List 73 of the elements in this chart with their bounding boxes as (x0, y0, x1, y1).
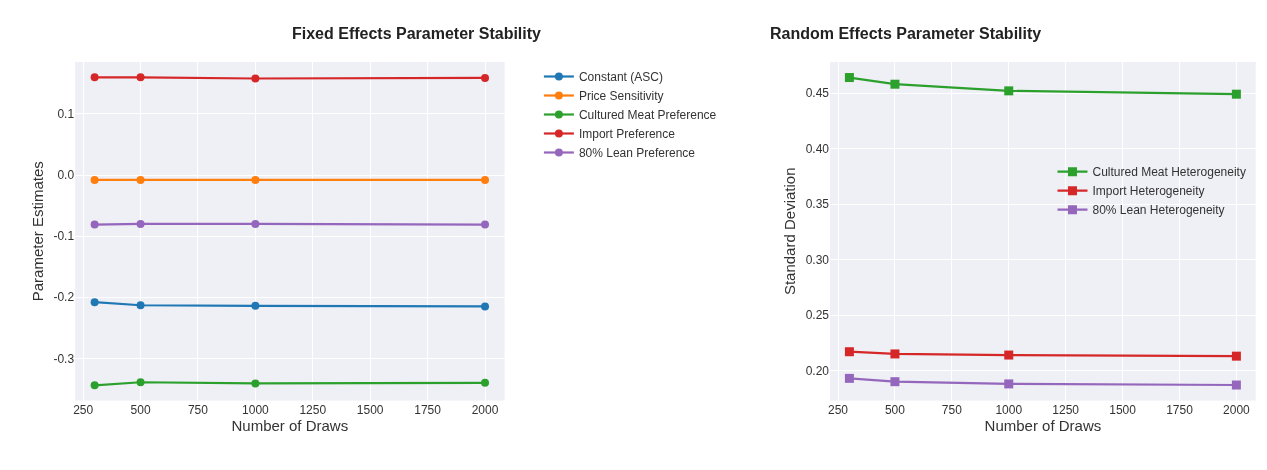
point (136, 301, 145, 310)
point (1004, 350, 1014, 360)
point (251, 219, 260, 228)
x-tick-label: 250 (73, 402, 94, 417)
point (136, 175, 145, 184)
point (90, 73, 99, 82)
legend-label: 80% Lean Heterogeneity (1092, 203, 1225, 218)
point (251, 74, 260, 83)
y-tick-label: 0.45 (805, 86, 830, 101)
point (1231, 89, 1241, 99)
point (90, 220, 99, 229)
point (251, 379, 260, 388)
x-axis-title: Number of Draws (231, 416, 349, 434)
x-tick-label: 1250 (299, 402, 327, 417)
point (1004, 379, 1014, 389)
point (844, 347, 854, 357)
point (136, 73, 145, 82)
x-tick-label: 2000 (471, 402, 499, 417)
x-tick-label: 1250 (1052, 402, 1080, 417)
y-tick-label: 0.40 (805, 141, 830, 156)
legend-label: Constant (ASC) (578, 70, 663, 85)
point (251, 301, 260, 310)
point (890, 349, 900, 359)
x-tick-label: 750 (187, 402, 209, 417)
point (1004, 86, 1014, 96)
point (136, 378, 145, 387)
legend-label: 80% Lean Preference (578, 146, 696, 161)
x-tick-label: 1750 (414, 402, 442, 417)
y-tick-label: 0.1 (57, 107, 75, 122)
x-tick-label: 1750 (1166, 402, 1194, 417)
legend-label: Import Heterogeneity (1092, 184, 1205, 199)
y-tick-label: 0.25 (805, 308, 830, 323)
point (481, 73, 490, 82)
y-axis-title: Standard Deviation (780, 167, 798, 296)
point (1231, 380, 1241, 390)
point (481, 302, 490, 311)
point (481, 175, 490, 184)
point (90, 175, 99, 184)
x-axis-title: Number of Draws (984, 416, 1102, 434)
x-tick-label: 1500 (1109, 402, 1137, 417)
x-tick-label: 750 (941, 402, 963, 417)
x-tick-label: 500 (884, 402, 906, 417)
y-tick-label: -0.2 (53, 290, 75, 305)
x-tick-label: 1000 (995, 402, 1023, 417)
x-tick-label: 1500 (356, 402, 384, 417)
y-tick-label: 0.20 (805, 363, 830, 378)
y-tick-label: -0.1 (53, 229, 75, 244)
point (1231, 351, 1241, 361)
point (890, 377, 900, 387)
x-tick-label: 1000 (242, 402, 270, 417)
y-tick-label: 0.35 (805, 197, 830, 212)
legend-label: Cultured Meat Heterogeneity (1092, 165, 1246, 180)
x-tick-label: 250 (828, 402, 849, 417)
point (251, 175, 260, 184)
legend-label: Import Preference (578, 127, 676, 142)
y-tick-label: -0.3 (53, 351, 75, 366)
point (844, 373, 854, 383)
point (90, 298, 99, 307)
legend-label: Cultured Meat Preference (578, 108, 717, 123)
legend-label: Price Sensitivity (578, 89, 664, 104)
point (844, 73, 854, 83)
x-tick-label: 500 (130, 402, 151, 417)
x-tick-label: 2000 (1223, 402, 1251, 417)
chart-title: Fixed Effects Parameter Stability (292, 25, 542, 42)
point (136, 219, 145, 228)
chart-title: Random Effects Parameter Stability (770, 25, 1042, 42)
y-tick-label: 0.0 (57, 168, 75, 183)
point (90, 381, 99, 390)
point (481, 378, 490, 387)
y-axis-title: Parameter Estimates (28, 161, 46, 302)
y-tick-label: 0.30 (805, 252, 830, 267)
point (481, 220, 490, 229)
point (890, 79, 900, 89)
